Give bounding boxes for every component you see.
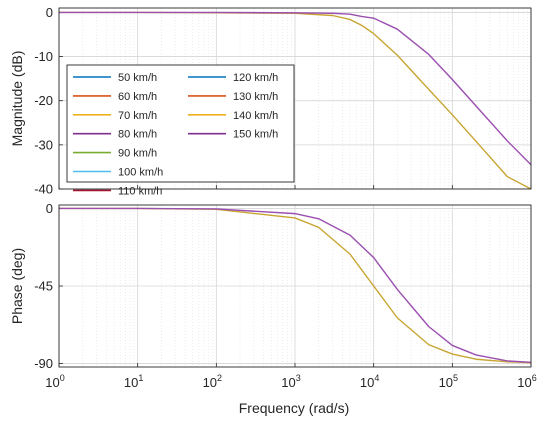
- legend-label: 50 km/h: [118, 72, 157, 84]
- y-tick-label: -30: [34, 137, 53, 152]
- legend-label: 110 km/h: [118, 185, 162, 197]
- y-axis-label: Magnitude (dB): [9, 51, 25, 147]
- axes-box: [58, 204, 532, 368]
- legend-label: 150 km/h: [233, 129, 278, 141]
- y-axis-label: Phase (deg): [9, 248, 25, 324]
- legend-label: 100 km/h: [118, 167, 163, 179]
- y-tick-label: -45: [34, 279, 53, 294]
- x-tick-label: 103: [281, 373, 300, 390]
- x-tick-label: 101: [124, 373, 143, 390]
- y-tick-label: -10: [34, 49, 53, 64]
- x-tick-label: 105: [439, 373, 458, 390]
- y-tick-label: -40: [34, 182, 53, 197]
- legend-label: 60 km/h: [118, 91, 157, 103]
- x-tick-label: 102: [203, 373, 222, 390]
- axes-box: [58, 7, 532, 190]
- legend: 50 km/h 60 km/h 70 km/h 80 km/h 90 km/h 100 k…: [66, 64, 295, 197]
- x-tick-label: 106: [517, 373, 536, 390]
- x-axis-label: Frequency (rad/s): [239, 400, 349, 416]
- legend-label: 80 km/h: [118, 129, 157, 141]
- y-tick-label: -90: [34, 356, 53, 371]
- x-tick-label: 104: [360, 373, 379, 390]
- y-tick-label: 0: [46, 201, 53, 216]
- series-line-group_b: [59, 11, 532, 166]
- legend-box: [66, 64, 295, 183]
- x-tick-label: 100: [45, 373, 64, 390]
- phase-panel: 0 -45 -90 Phase (deg) 100 101 102 103 104 105 106: [9, 201, 537, 390]
- legend-label: 120 km/h: [233, 72, 278, 84]
- legend-label: 90 km/h: [118, 148, 157, 160]
- legend-label: 70 km/h: [118, 110, 157, 122]
- y-tick-label: -20: [34, 93, 53, 108]
- legend-label: 130 km/h: [233, 91, 278, 103]
- y-tick-label: 0: [46, 5, 53, 20]
- legend-label: 140 km/h: [233, 110, 278, 122]
- series-line-group_b: [59, 207, 532, 364]
